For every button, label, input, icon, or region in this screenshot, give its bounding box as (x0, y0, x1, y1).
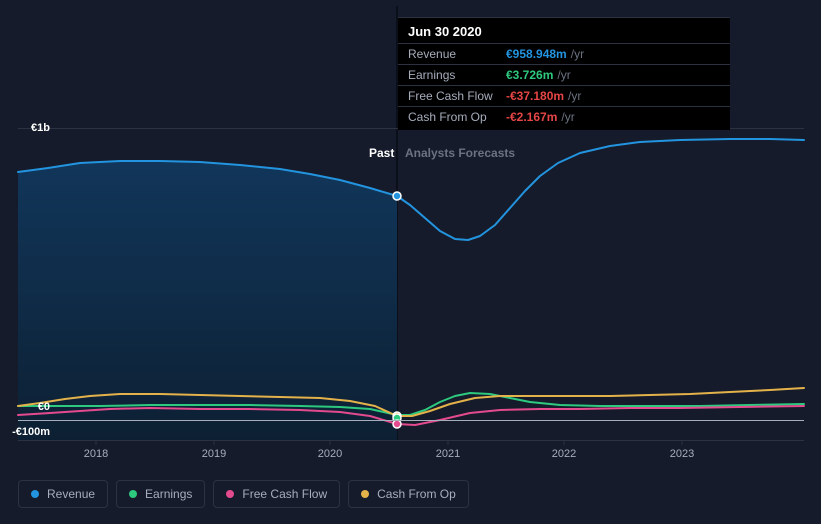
tooltip-value: -€37.180m (506, 89, 564, 103)
chart-tooltip: Jun 30 2020 Revenue €958.948m /yr Earnin… (398, 17, 730, 130)
tooltip-value: €958.948m (506, 47, 567, 61)
plot-bottom-line (18, 440, 804, 441)
tooltip-unit: /yr (557, 68, 570, 82)
tooltip-label: Cash From Op (408, 110, 506, 124)
tooltip-row-earnings: Earnings €3.726m /yr (398, 65, 730, 86)
tooltip-row-fcf: Free Cash Flow -€37.180m /yr (398, 86, 730, 107)
legend-label: Cash From Op (377, 487, 456, 501)
tooltip-value: €3.726m (506, 68, 553, 82)
tooltip-unit: /yr (571, 47, 584, 61)
forecast-label: Analysts Forecasts (405, 146, 515, 160)
chart-legend: Revenue Earnings Free Cash Flow Cash Fro… (18, 480, 469, 508)
tooltip-row-revenue: Revenue €958.948m /yr (398, 44, 730, 65)
x-tick-label: 2019 (202, 448, 226, 460)
x-tick-label: 2021 (436, 448, 460, 460)
x-tick-label: 2020 (318, 448, 342, 460)
tooltip-value: -€2.167m (506, 110, 557, 124)
x-tick-label: 2018 (84, 448, 108, 460)
x-axis-line (18, 420, 804, 421)
tooltip-row-cfo: Cash From Op -€2.167m /yr (398, 107, 730, 130)
legend-dot-icon (361, 490, 369, 498)
x-tick-label: 2023 (670, 448, 694, 460)
tooltip-label: Earnings (408, 68, 506, 82)
legend-dot-icon (129, 490, 137, 498)
x-tick-label: 2022 (552, 448, 576, 460)
y-tick-label: -€100m (0, 426, 50, 438)
financial-chart: €1b €0 -€100m 2018 2019 2020 2021 2022 2… (0, 0, 821, 524)
tooltip-unit: /yr (561, 110, 574, 124)
tooltip-title: Jun 30 2020 (398, 18, 730, 44)
past-label: Past (369, 146, 394, 160)
legend-dot-icon (226, 490, 234, 498)
legend-item-revenue[interactable]: Revenue (18, 480, 108, 508)
legend-label: Free Cash Flow (242, 487, 327, 501)
legend-item-earnings[interactable]: Earnings (116, 480, 205, 508)
legend-item-cfo[interactable]: Cash From Op (348, 480, 469, 508)
legend-label: Earnings (145, 487, 192, 501)
legend-dot-icon (31, 490, 39, 498)
y-tick-label: €0 (0, 401, 50, 413)
y-tick-label: €1b (0, 122, 50, 134)
tooltip-label: Revenue (408, 47, 506, 61)
tooltip-label: Free Cash Flow (408, 89, 506, 103)
legend-item-fcf[interactable]: Free Cash Flow (213, 480, 340, 508)
legend-label: Revenue (47, 487, 95, 501)
tooltip-unit: /yr (568, 89, 581, 103)
